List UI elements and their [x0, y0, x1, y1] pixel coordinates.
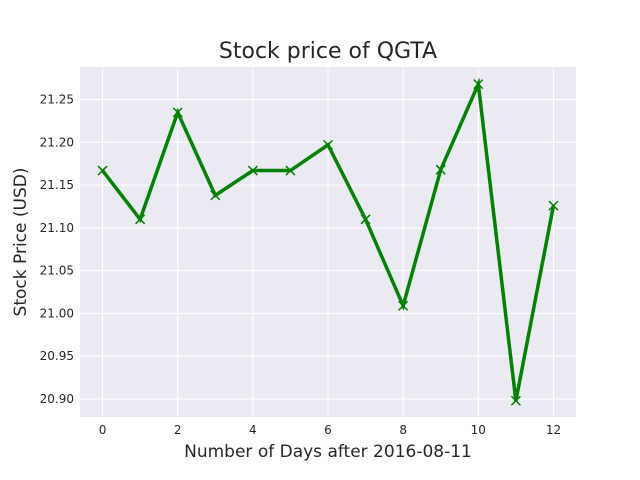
x-tick-label: 0: [99, 423, 107, 437]
y-tick-label: 20.90: [40, 392, 74, 406]
data-point-marker: [473, 79, 484, 90]
x-tick-label: 6: [324, 423, 332, 437]
data-point-marker: [510, 395, 521, 406]
y-tick-label: 21.20: [40, 135, 74, 149]
chart-title: Stock price of QGTA: [219, 39, 437, 64]
data-point-marker: [435, 164, 446, 175]
x-tick-label: 4: [249, 423, 257, 437]
data-point-marker: [548, 200, 559, 211]
data-point-marker: [285, 165, 296, 176]
data-point-marker: [360, 214, 371, 225]
data-point-marker: [398, 300, 409, 311]
data-point-marker: [135, 214, 146, 225]
y-tick-label: 21.25: [40, 93, 74, 107]
y-tick-label: 21.00: [40, 306, 74, 320]
x-tick-label: 2: [174, 423, 182, 437]
y-tick-label: 20.95: [40, 349, 74, 363]
y-tick-label: 21.10: [40, 221, 74, 235]
series-layer: [97, 77, 559, 406]
data-point-marker: [322, 139, 334, 150]
data-point-marker: [172, 107, 183, 118]
y-tick-label: 21.15: [40, 178, 74, 192]
x-tick-label: 8: [399, 423, 407, 437]
data-point-marker: [247, 165, 258, 176]
x-axis-ticks: 0 2 4 6 8 10 12: [99, 423, 561, 437]
y-axis-ticks: 20.90 20.95 21.00 21.05 21.10 21.15 21.20 21.25: [40, 93, 74, 407]
x-tick-label: 12: [546, 423, 561, 437]
y-tick-label: 21.05: [40, 264, 74, 278]
x-tick-label: 10: [471, 423, 486, 437]
x-axis-label: Number of Days after 2016-08-11: [184, 442, 472, 462]
data-point-marker: [210, 190, 221, 201]
y-axis-label: Stock Price (USD): [11, 168, 31, 317]
data-point-marker: [97, 165, 108, 176]
grid-lines: [80, 67, 576, 417]
